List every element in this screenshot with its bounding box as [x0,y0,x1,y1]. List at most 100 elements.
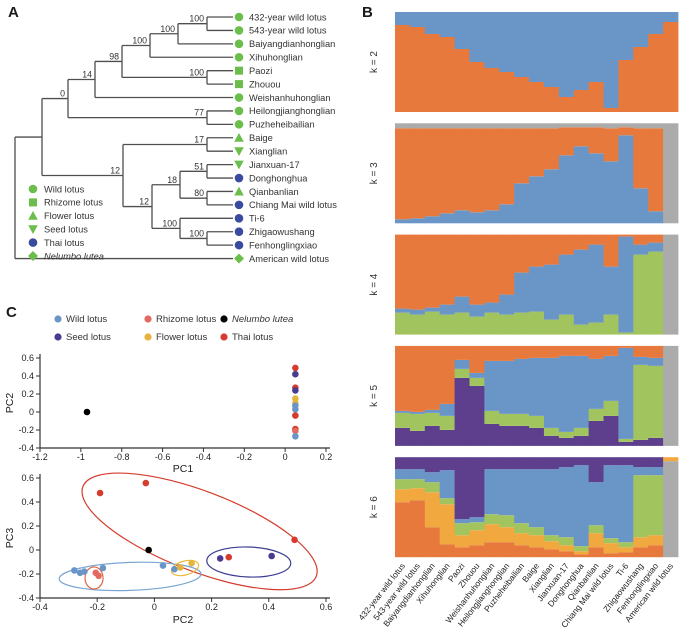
admixture-segment-orange [573,234,590,250]
admixture-segment-blue [395,469,411,480]
tree-tip-label: American wild lotus [249,254,329,264]
admixture-segment-amber [558,545,575,552]
admixture-segment-orange [499,128,515,205]
x-tick-label: 0.4 [263,602,276,612]
scatter-point-seed [292,370,299,378]
admixture-segment-purple [499,457,515,470]
admixture-segment-blue [424,472,441,483]
admixture-segment-blue [573,465,590,547]
admixture-segment-purple [439,457,455,471]
y-axis-title: PC2 [4,393,16,414]
admixture-segment-blue [529,176,545,224]
admixture-segment-orange [469,62,485,112]
admixture-segment-blue [618,236,634,333]
admixture-segment-green [409,314,426,335]
admixture-segment-orange [484,128,500,211]
admixture-segment-purple [618,457,634,466]
admixture-segment-purple [573,435,590,446]
admixture-segment-purple [454,457,470,520]
admixture-segment-blue [514,183,530,224]
admixture-segment-blue [469,304,485,317]
admixture-segment-gray [484,123,500,129]
admixture-segment-orange [543,549,560,558]
admixture-segment-blue [558,254,575,315]
admixture-segment-purple [603,457,619,466]
admixture-segment-orange [648,128,664,212]
x-tick-label: -1 [77,452,85,462]
tip-marker-circle [234,173,244,183]
admixture-segment-purple [514,425,530,446]
admixture-segment-blue [424,307,441,312]
scatter-point-wild [81,568,88,575]
admixture-segment-gray [588,123,604,128]
admixture-segment-orange [603,553,619,558]
admixture-segment-orange [424,234,441,308]
admixture-segment-green [618,332,634,335]
admixture-segment-orange [395,345,411,411]
tip-marker-circle [234,214,244,223]
tree-tip-label: Heilongjianghonglian [249,106,335,116]
admixture-segment-blue [395,12,411,25]
admixture-segment-orange [573,127,590,147]
admixture-segment-blue [543,12,560,87]
admixture-segment-blue [618,135,634,224]
admixture-segment-orange [529,128,545,177]
admixture-segment-green [484,514,500,525]
admixture-segment-blue [395,219,411,224]
admixture-segment-green [454,523,470,536]
admixture-segment-orange [648,545,664,558]
admixture-segment-blue [514,272,530,313]
admixture-segment-green [454,312,470,335]
legend-label: Nelumbo lutea [44,251,104,261]
admixture-segment-blue [514,469,530,524]
admixture-segment-orange [633,234,649,245]
cluster-ellipse [81,472,318,591]
admixture-segment-blue [573,146,590,224]
admixture-segment-blue [573,355,590,428]
admixture-segment-blue [648,467,664,476]
admixture-segment-orange [439,544,455,558]
admixture-segment-green [514,523,530,534]
scatter-point-thai [142,479,150,487]
admixture-segment-blue [395,410,411,413]
admixture-segment-blue [499,12,515,72]
admixture-segment-blue [603,355,619,401]
admixture-segment-blue [409,309,426,315]
admixture-segment-blue [633,12,649,47]
admixture-segment-purple [573,457,590,466]
y-tick-label: 0.6 [21,353,34,363]
admixture-segment-orange [633,345,649,357]
admixture-segment-green [633,254,649,335]
admixture-segment-blue [439,470,455,499]
admixture-segment-blue [588,244,604,323]
tip-marker-circle [234,120,244,129]
admixture-segment-blue [484,469,500,515]
admixture-segment-blue [648,242,664,252]
admixture-segment-orange [633,128,649,189]
tree-tip-label: Baiyangdianhonglian [249,39,335,49]
admixture-segment-green [648,475,664,536]
admixture-segment-gray [454,123,470,129]
scatter-point-thai [291,536,298,544]
admixture-segment-orange [618,552,634,558]
admixture-segment-orange [424,527,441,558]
admixture-segment-green [573,546,590,552]
admixture-row-4 [395,234,679,335]
tip-marker-circle [234,52,244,62]
admixture-segment-blue [409,469,426,480]
scatter-point-flower [176,564,184,571]
admixture-segment-blue [409,411,426,414]
admixture-segment-blue [588,482,604,526]
x-tick-label: 0.6 [320,602,333,612]
tree-tip-label: Donghonghua [249,173,308,183]
tip-marker-circle [234,93,244,102]
cluster-ellipse [206,546,292,578]
admixture-segment-blue [514,358,530,414]
scatter-point-rhizome [95,572,102,580]
bootstrap-value: 100 [160,24,175,34]
admixture-segment-orange [603,234,619,267]
admixture-segment-purple [588,457,604,483]
panel-c-pca-scatter-plots: Wild lotus Rhizome lotus Nelumbo lutea Seed… [4,314,333,626]
admixture-segment-gray [663,345,679,446]
